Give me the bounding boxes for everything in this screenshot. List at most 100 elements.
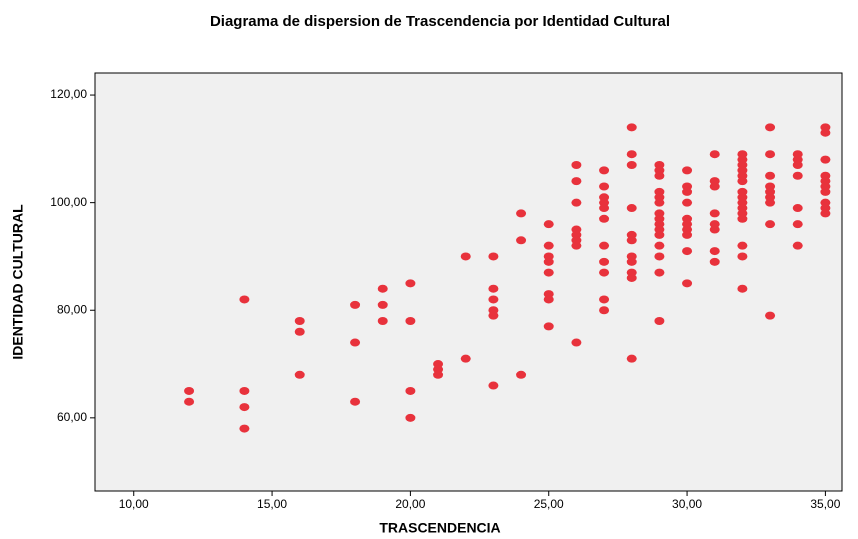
point	[765, 171, 776, 180]
point	[599, 166, 610, 175]
point	[405, 413, 416, 422]
point	[792, 171, 803, 180]
y-tick-label: 80,00	[57, 302, 87, 316]
point	[488, 295, 499, 304]
plot-area	[94, 72, 843, 492]
point	[239, 386, 250, 395]
point	[599, 257, 610, 266]
point	[350, 397, 361, 406]
point	[599, 182, 610, 191]
point	[571, 241, 582, 250]
point	[682, 247, 693, 256]
point	[626, 150, 637, 159]
point	[350, 300, 361, 309]
x-tick-label: 20,00	[395, 497, 425, 511]
point	[765, 123, 776, 132]
point	[405, 279, 416, 288]
point	[682, 198, 693, 207]
point	[184, 397, 195, 406]
point	[543, 257, 554, 266]
point	[682, 187, 693, 196]
point	[571, 177, 582, 186]
point	[599, 214, 610, 223]
point	[599, 204, 610, 213]
point	[737, 214, 748, 223]
point	[488, 311, 499, 320]
point	[792, 160, 803, 169]
point	[377, 317, 388, 326]
point	[488, 252, 499, 261]
point	[488, 284, 499, 293]
point	[405, 317, 416, 326]
point	[239, 424, 250, 433]
point	[516, 236, 527, 245]
point	[460, 354, 471, 363]
point	[571, 198, 582, 207]
point	[737, 252, 748, 261]
point	[543, 241, 554, 250]
point	[626, 123, 637, 132]
point	[294, 327, 305, 336]
point	[654, 198, 665, 207]
y-tick-label: 60,00	[57, 410, 87, 424]
point	[516, 370, 527, 379]
point	[765, 311, 776, 320]
point	[516, 209, 527, 218]
point	[543, 322, 554, 331]
point	[765, 198, 776, 207]
point	[737, 241, 748, 250]
point	[350, 338, 361, 347]
point	[737, 284, 748, 293]
point	[709, 247, 720, 256]
point	[294, 370, 305, 379]
point	[239, 295, 250, 304]
y-axis-label: IDENTIDAD CULTURAL	[10, 204, 26, 360]
point	[682, 230, 693, 239]
point	[709, 257, 720, 266]
point	[488, 381, 499, 390]
y-tick-label: 120,00	[50, 87, 87, 101]
point	[654, 241, 665, 250]
point	[626, 204, 637, 213]
point	[820, 155, 831, 164]
x-tick-label: 30,00	[672, 497, 702, 511]
point	[294, 317, 305, 326]
point	[626, 257, 637, 266]
point	[626, 354, 637, 363]
point	[626, 160, 637, 169]
point	[377, 300, 388, 309]
x-tick-label: 10,00	[119, 497, 149, 511]
point	[599, 268, 610, 277]
point	[820, 209, 831, 218]
point	[239, 403, 250, 412]
point	[709, 182, 720, 191]
point	[599, 241, 610, 250]
point	[433, 370, 444, 379]
point	[709, 225, 720, 234]
point	[820, 187, 831, 196]
point	[654, 252, 665, 261]
point	[460, 252, 471, 261]
point	[654, 317, 665, 326]
point	[709, 209, 720, 218]
point	[543, 220, 554, 229]
point	[765, 150, 776, 159]
x-tick-label: 15,00	[257, 497, 287, 511]
point	[737, 177, 748, 186]
chart-title: Diagrama de dispersion de Trascendencia …	[210, 13, 670, 30]
point	[377, 284, 388, 293]
point	[709, 150, 720, 159]
point	[654, 230, 665, 239]
y-tick-label: 100,00	[50, 195, 87, 209]
point	[184, 386, 195, 395]
point	[599, 306, 610, 315]
point	[626, 236, 637, 245]
point	[820, 128, 831, 137]
point	[405, 386, 416, 395]
point	[571, 338, 582, 347]
point	[654, 171, 665, 180]
point	[682, 166, 693, 175]
point	[792, 220, 803, 229]
x-tick-label: 25,00	[534, 497, 564, 511]
